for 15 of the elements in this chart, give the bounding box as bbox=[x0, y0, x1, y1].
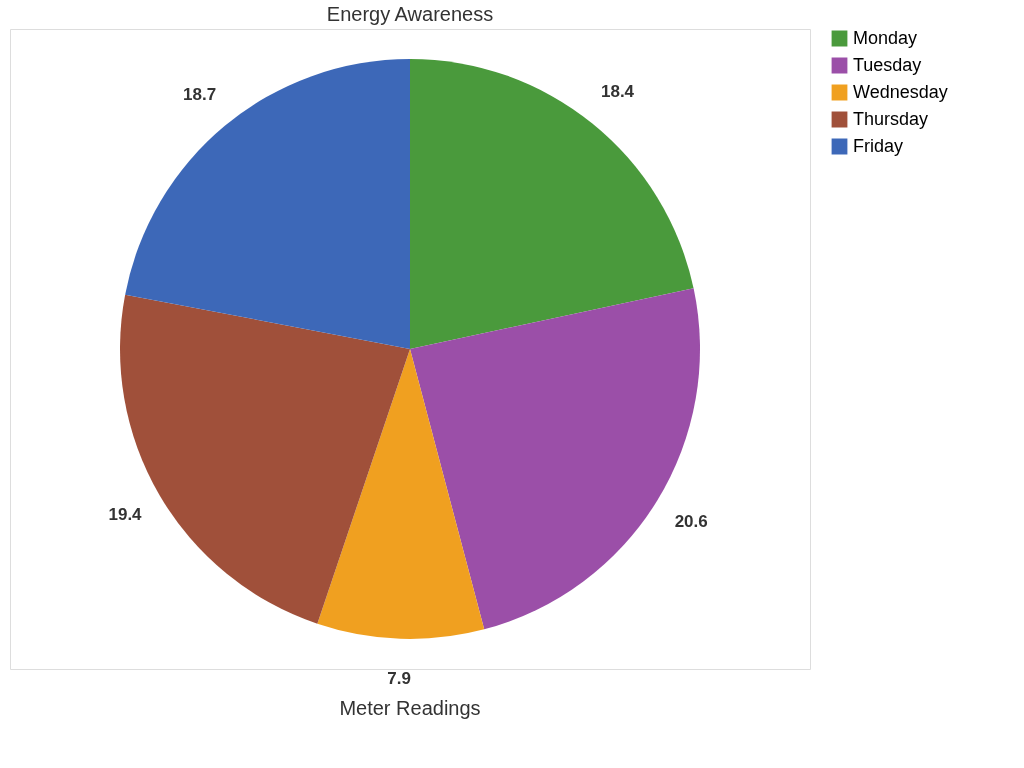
legend-label: Friday bbox=[853, 135, 904, 156]
data-label: 19.4 bbox=[108, 505, 143, 525]
legend-label: Tuesday bbox=[853, 54, 922, 75]
pie-slice bbox=[410, 59, 694, 349]
data-label: 20.6 bbox=[674, 511, 708, 531]
legend-label: Thursday bbox=[853, 108, 929, 129]
legend-label: Wednesday bbox=[853, 81, 948, 102]
pie-slice bbox=[125, 59, 410, 349]
text: Meter Readings bbox=[339, 697, 481, 719]
pie-slice bbox=[317, 349, 485, 639]
data-label: 18.4 bbox=[600, 82, 635, 102]
data-label: 7.9 bbox=[387, 668, 411, 688]
chart-title: Energy Awareness bbox=[326, 3, 494, 25]
data-label: 18.7 bbox=[183, 84, 217, 104]
legend-label: Monday bbox=[853, 27, 918, 48]
